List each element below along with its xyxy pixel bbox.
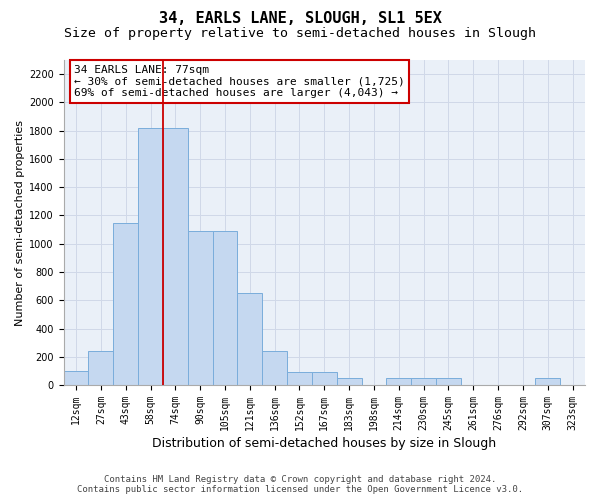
Bar	[188, 231, 212, 385]
Bar	[386, 378, 411, 385]
Bar	[535, 378, 560, 385]
Y-axis label: Number of semi-detached properties: Number of semi-detached properties	[15, 120, 25, 326]
Bar	[138, 128, 163, 385]
Bar	[163, 128, 188, 385]
Bar	[436, 378, 461, 385]
Bar	[337, 378, 362, 385]
Text: 34 EARLS LANE: 77sqm
← 30% of semi-detached houses are smaller (1,725)
69% of se: 34 EARLS LANE: 77sqm ← 30% of semi-detac…	[74, 65, 405, 98]
Text: Contains HM Land Registry data © Crown copyright and database right 2024.
Contai: Contains HM Land Registry data © Crown c…	[77, 474, 523, 494]
Bar	[411, 378, 436, 385]
X-axis label: Distribution of semi-detached houses by size in Slough: Distribution of semi-detached houses by …	[152, 437, 496, 450]
Bar	[64, 371, 88, 385]
Bar	[212, 231, 238, 385]
Bar	[113, 222, 138, 385]
Bar	[262, 351, 287, 385]
Bar	[238, 293, 262, 385]
Bar	[287, 372, 312, 385]
Text: Size of property relative to semi-detached houses in Slough: Size of property relative to semi-detach…	[64, 28, 536, 40]
Bar	[312, 372, 337, 385]
Text: 34, EARLS LANE, SLOUGH, SL1 5EX: 34, EARLS LANE, SLOUGH, SL1 5EX	[158, 11, 442, 26]
Bar	[88, 351, 113, 385]
